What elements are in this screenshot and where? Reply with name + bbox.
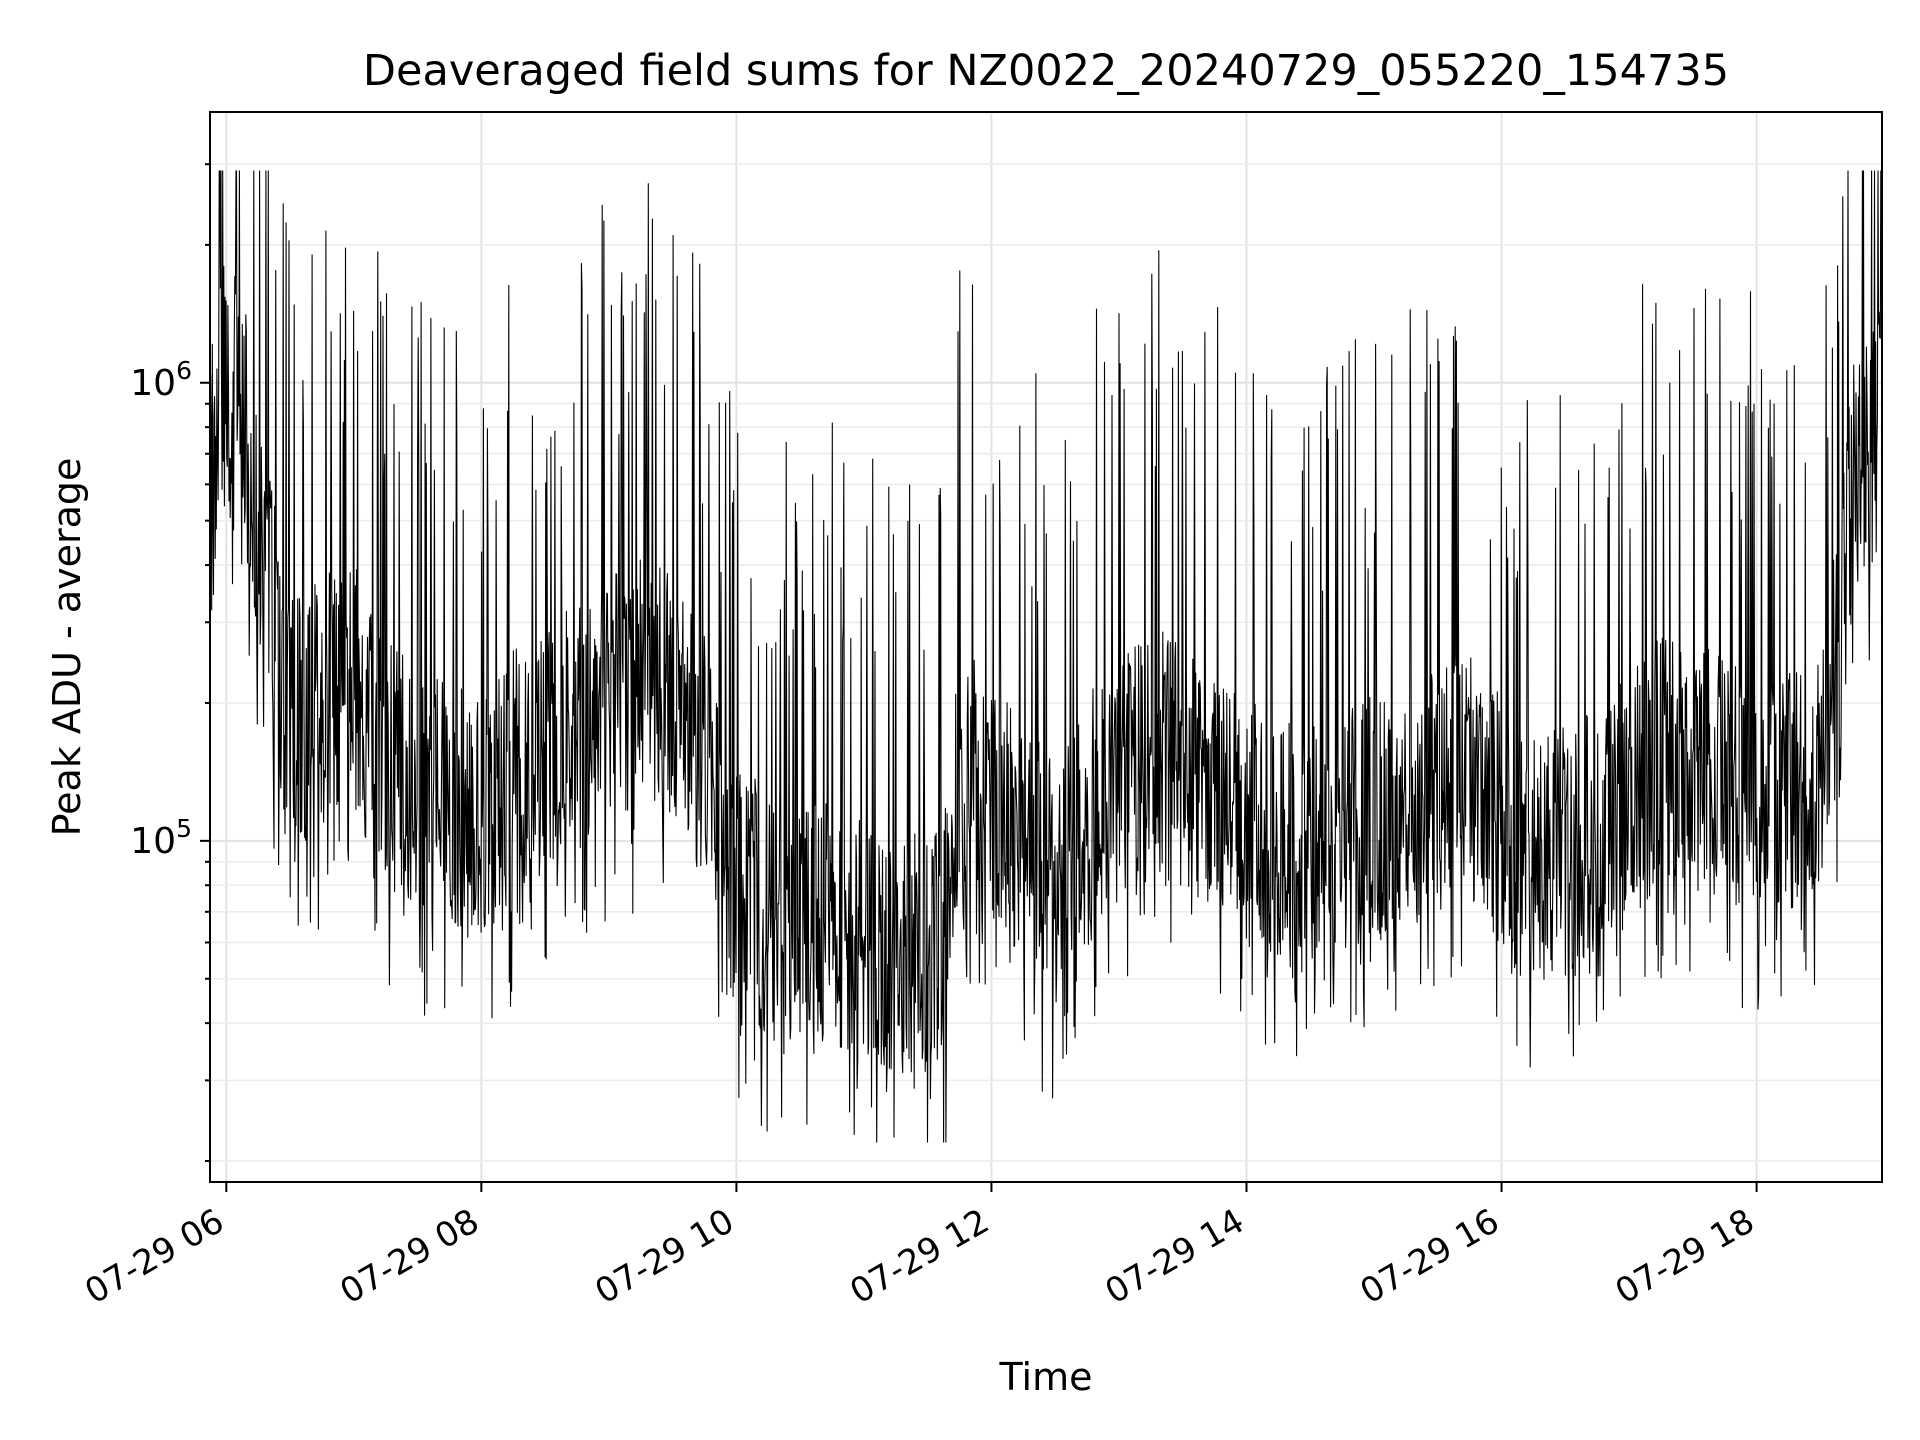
series-line bbox=[209, 170, 1883, 1143]
x-tick-label: 07-29 14 bbox=[1099, 1201, 1251, 1312]
x-tick-label: 07-29 18 bbox=[1609, 1201, 1761, 1312]
x-tick-label: 07-29 06 bbox=[78, 1201, 230, 1312]
y-tick-label: 105 bbox=[130, 814, 192, 862]
plot-frame bbox=[209, 111, 1883, 1183]
y-axis-label: Peak ADU - average bbox=[45, 458, 89, 837]
x-tick-label: 07-29 16 bbox=[1354, 1201, 1506, 1312]
series-layer bbox=[209, 170, 1883, 1143]
x-axis-label: Time bbox=[999, 1355, 1093, 1399]
x-tick-label: 07-29 12 bbox=[844, 1201, 996, 1312]
chart-title: Deaveraged field sums for NZ0022_2024072… bbox=[363, 46, 1729, 96]
x-tick-label: 07-29 08 bbox=[333, 1201, 485, 1312]
y-tick-label: 106 bbox=[130, 356, 192, 404]
x-tick-label: 07-29 10 bbox=[589, 1201, 741, 1312]
